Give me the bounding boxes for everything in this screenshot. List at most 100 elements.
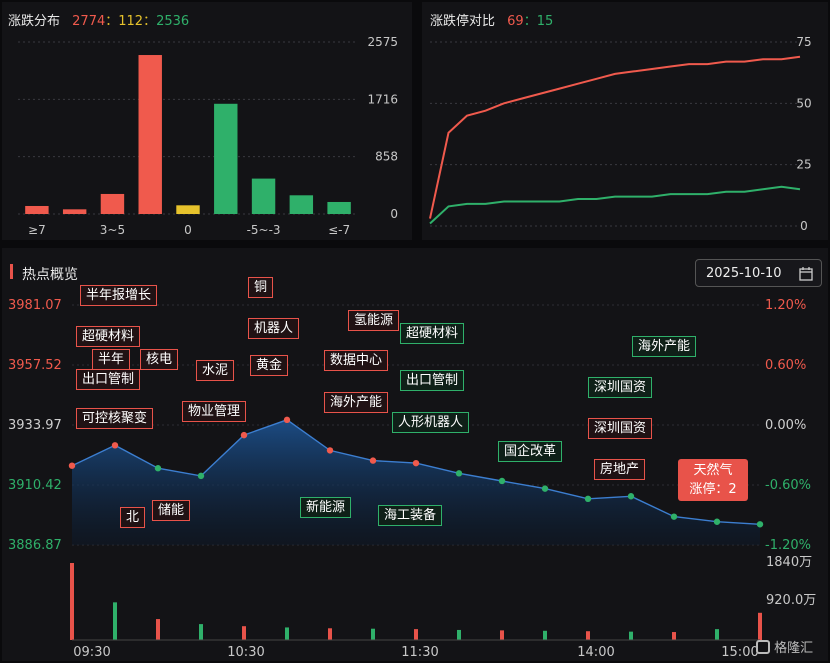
hot-tag[interactable]: 国企改革 — [498, 441, 563, 462]
distribution-sep-1: ： — [105, 14, 119, 29]
event-dot — [154, 465, 162, 472]
event-dot — [197, 472, 205, 480]
volume-tick: 1840万 — [766, 555, 812, 570]
time-tick: 15:00 — [721, 645, 758, 660]
y-tick-label: 0 — [800, 219, 808, 233]
event-dot — [369, 457, 377, 464]
hot-tag[interactable]: 海外产能 — [324, 392, 389, 413]
hot-tag[interactable]: 海工装备 — [378, 505, 443, 526]
hot-tag[interactable]: 深圳国资 — [588, 377, 653, 398]
event-dot — [498, 477, 506, 485]
hot-tag[interactable]: 北 — [120, 507, 146, 528]
time-tick: 10:30 — [227, 645, 264, 660]
distribution-panel: 涨跌分布 2774：112：2536 2575 1716 858 0 ≥7 3~5 0 -5~… — [2, 2, 412, 240]
hot-tag[interactable]: 机器人 — [248, 318, 300, 339]
distribution-chart: 2575 1716 858 0 ≥7 3~5 0 -5~-3 ≤-7 — [18, 35, 398, 237]
hot-tag[interactable]: 储能 — [152, 500, 191, 521]
hot-tag[interactable]: 氢能源 — [348, 310, 400, 331]
volume-bar — [500, 630, 504, 640]
distribution-down-count: 2536 — [156, 14, 190, 29]
limit-up-count: 69 — [507, 14, 524, 29]
bar — [289, 195, 314, 214]
hot-callout[interactable]: 天然气涨停：2 — [678, 459, 748, 501]
hot-tag[interactable]: 出口管制 — [76, 369, 141, 390]
bar — [25, 205, 49, 214]
event-dot — [584, 495, 592, 503]
hot-tag[interactable]: 海外产能 — [632, 336, 697, 357]
hot-tag[interactable]: 可控核聚变 — [76, 408, 154, 429]
bar — [214, 103, 238, 214]
callout-name: 天然气 — [693, 463, 733, 478]
volume-bar — [629, 631, 633, 640]
callout-count: 涨停：2 — [689, 482, 737, 497]
y-left-tick: 3933.97 — [8, 418, 62, 433]
hot-tag[interactable]: 房地产 — [594, 459, 646, 480]
y-tick-label: 858 — [375, 150, 398, 164]
bar — [100, 193, 125, 214]
volume-bar — [457, 629, 461, 640]
volume-bar — [715, 629, 719, 640]
event-dot — [627, 493, 635, 500]
hot-tag[interactable]: 出口管制 — [400, 370, 465, 391]
volume-bar — [156, 619, 160, 640]
y-left-tick: 3981.07 — [8, 298, 62, 313]
event-dot — [111, 442, 119, 449]
bar — [62, 209, 87, 214]
event-dot — [283, 416, 291, 424]
hot-tag[interactable]: 超硬材料 — [400, 323, 465, 344]
y-right-tick: -0.60% — [765, 478, 811, 493]
hot-tag[interactable]: 数据中心 — [324, 350, 389, 371]
y-tick-label: 2575 — [367, 35, 398, 49]
calendar-icon[interactable] — [799, 267, 813, 281]
limit-title-row: 涨跌停对比 69：15 — [430, 10, 553, 29]
hot-tag[interactable]: 黄金 — [250, 355, 289, 376]
y-tick-label: 0 — [390, 207, 398, 221]
y-right-tick: 0.60% — [765, 358, 806, 373]
hot-tag[interactable]: 人形机器人 — [392, 412, 470, 433]
y-right-tick: 1.20% — [765, 298, 806, 313]
event-dot — [240, 431, 248, 439]
hot-tag[interactable]: 半年报增长 — [80, 285, 158, 306]
event-dot — [455, 470, 463, 477]
y-right-tick: 0.00% — [765, 418, 806, 433]
hot-tag[interactable]: 物业管理 — [182, 401, 247, 422]
hot-tag[interactable]: 超硬材料 — [76, 326, 141, 347]
hot-tag[interactable]: 铜 — [248, 277, 274, 298]
volume-bar — [672, 632, 676, 640]
hot-panel — [2, 248, 828, 661]
event-dot — [68, 462, 76, 469]
event-dot — [326, 447, 334, 454]
time-tick: 11:30 — [401, 645, 438, 660]
time-tick: 14:00 — [577, 645, 614, 660]
hot-tag[interactable]: 半年 — [92, 349, 131, 370]
watermark-logo-icon — [756, 640, 770, 654]
time-tick: 09:30 — [73, 645, 110, 660]
y-tick-label: 1716 — [367, 92, 398, 106]
y-left-tick: 3886.87 — [8, 538, 62, 553]
date-value: 2025-10-10 — [706, 266, 782, 281]
volume-bar — [199, 624, 203, 640]
x-tick-label: 0 — [184, 223, 192, 237]
event-dot — [412, 459, 420, 467]
limit-title: 涨跌停对比 — [430, 14, 496, 29]
volume-bar — [543, 630, 547, 640]
hot-tag[interactable]: 核电 — [140, 349, 179, 370]
y-left-tick: 3910.42 — [8, 478, 62, 493]
hot-tag[interactable]: 水泥 — [196, 360, 235, 381]
x-tick-label: 3~5 — [100, 223, 125, 237]
event-dot — [670, 513, 678, 520]
hot-tag[interactable]: 深圳国资 — [588, 418, 653, 439]
hot-title: 热点概览 — [22, 267, 78, 283]
price-area — [72, 419, 760, 545]
section-accent-bar — [10, 264, 13, 279]
limit-panel: 涨跌停对比 69：15 75 50 25 0 — [422, 2, 828, 240]
hot-tag[interactable]: 新能源 — [300, 497, 352, 518]
date-picker[interactable]: 2025-10-10 — [695, 259, 822, 287]
distribution-up-count: 2774 — [72, 14, 106, 29]
y-left-tick: 3957.52 — [8, 358, 62, 373]
y-right-tick: -1.20% — [765, 538, 811, 553]
distribution-title-row: 涨跌分布 2774：112：2536 — [8, 10, 189, 29]
volume-tick: 920.0万 — [766, 593, 816, 608]
x-tick-label: -5~-3 — [247, 223, 281, 237]
